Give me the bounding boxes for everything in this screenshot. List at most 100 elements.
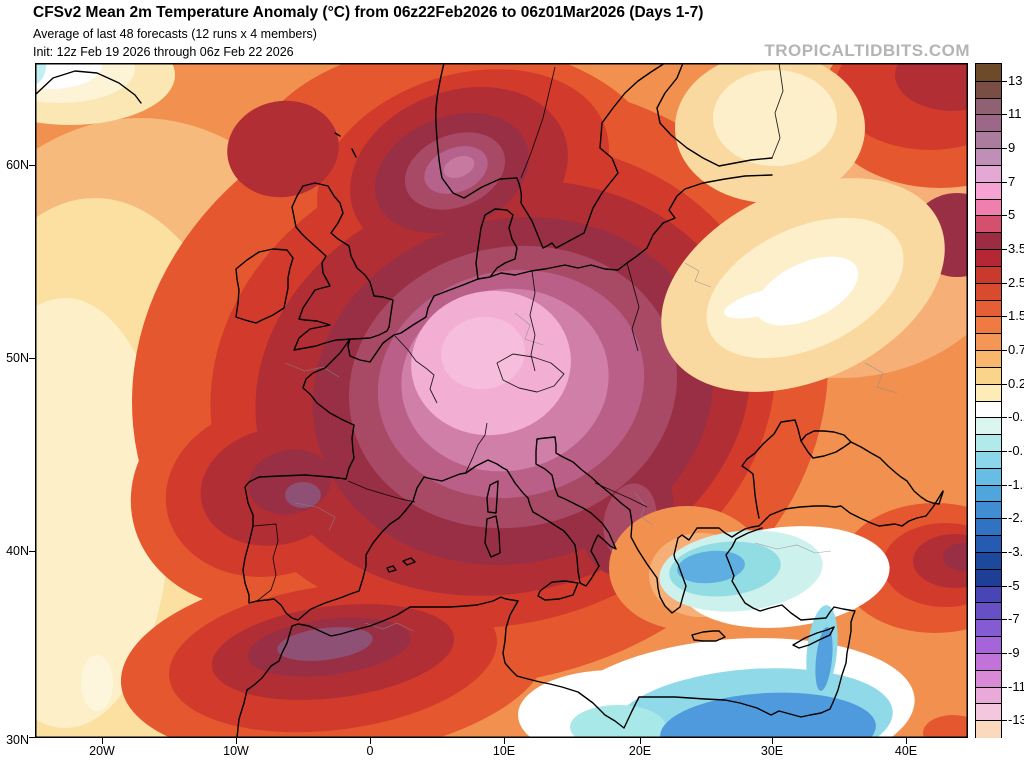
colorbar-cell <box>976 686 1001 705</box>
colorbar-cell <box>976 64 1001 82</box>
colorbar-tick <box>1002 686 1007 688</box>
colorbar-divider <box>976 535 1001 537</box>
lat-tick <box>29 737 35 738</box>
colorbar-label--11: -11 <box>1008 678 1024 694</box>
colorbar-label--1.5: -1.5 <box>1008 476 1024 492</box>
chart-subtitle: Average of last 48 forecasts (12 runs x … <box>33 27 317 41</box>
colorbar-label-3.5: 3.5 <box>1008 241 1024 257</box>
colorbar-divider <box>976 703 1001 705</box>
colorbar-divider <box>976 249 1001 251</box>
colorbar-divider <box>976 181 1001 183</box>
colorbar-divider <box>976 148 1001 150</box>
colorbar-cell <box>976 568 1001 587</box>
colorbar-divider <box>976 333 1001 335</box>
colorbar-label-11: 11 <box>1008 106 1022 122</box>
colorbar-cell <box>976 282 1001 301</box>
lon-label-20W: 20W <box>89 744 115 758</box>
colorbar-divider <box>976 198 1001 200</box>
colorbar-tick <box>1002 551 1007 553</box>
colorbar-cell <box>976 80 1001 99</box>
colorbar-tick <box>1002 585 1007 587</box>
turkey-cool-blob <box>659 526 890 628</box>
lon-tick <box>772 738 773 744</box>
colorbar-tick <box>1002 80 1007 82</box>
colorbar-label-2.5: 2.5 <box>1008 274 1024 290</box>
colorbar-cell <box>976 164 1001 183</box>
colorbar-label--3.5: -3.5 <box>1008 543 1024 559</box>
colorbar-cell <box>976 400 1001 419</box>
colorbar-tick <box>1002 720 1007 722</box>
colorbar-label--9: -9 <box>1008 644 1020 660</box>
lon-label-40E: 40E <box>894 744 918 758</box>
baltic-neutral-blob <box>661 63 945 392</box>
colorbar-tick <box>1002 450 1007 452</box>
colorbar-tick <box>1002 148 1007 150</box>
colorbar-cell <box>976 181 1001 200</box>
colorbar-divider <box>976 215 1001 217</box>
lon-tick <box>236 738 237 744</box>
colorbar-label--2.5: -2.5 <box>1008 510 1024 526</box>
colorbar-divider <box>976 232 1001 234</box>
colorbar-cell <box>976 602 1001 621</box>
colorbar-label-0.25: 0.25 <box>1008 375 1024 391</box>
colorbar-divider <box>976 299 1001 301</box>
map-border <box>35 63 968 738</box>
lon-tick <box>102 738 103 744</box>
colorbar-cell <box>976 215 1001 234</box>
colorbar-cell <box>976 467 1001 486</box>
colorbar-divider <box>976 551 1001 553</box>
colorbar-tick <box>1002 249 1007 251</box>
colorbar-cell <box>976 333 1001 351</box>
colorbar-label--7: -7 <box>1008 611 1020 627</box>
colorbar-cell <box>976 131 1001 150</box>
colorbar-tick <box>1002 114 1007 116</box>
coastlines <box>35 63 944 738</box>
colorbar-divider <box>976 568 1001 570</box>
lon-label-0: 0 <box>366 744 374 758</box>
colorbar-divider <box>976 366 1001 368</box>
colorbar-label-1.5: 1.5 <box>1008 308 1024 324</box>
lon-tick <box>906 738 907 744</box>
colorbar-divider <box>976 636 1001 638</box>
colorbar-cell <box>976 450 1001 469</box>
colorbar-cell <box>976 299 1001 318</box>
colorbar-cell <box>976 669 1001 688</box>
colorbar-label--0.25: -0.25 <box>1008 409 1024 425</box>
colorbar-divider <box>976 669 1001 671</box>
colorbar-cell <box>976 97 1001 116</box>
colorbar-divider <box>976 80 1001 82</box>
colorbar-tick <box>1002 484 1007 486</box>
colorbar-cell <box>976 501 1001 520</box>
colorbar-cell <box>976 249 1001 267</box>
colorbar-divider <box>976 265 1001 267</box>
colorbar-cell <box>976 366 1001 385</box>
temperature-colorbar: 13 11 9 7 5 3.5 2.5 1.5 0.75 0.25 -0.25 -0.75 -1.5 -2… <box>975 63 1024 741</box>
colorbar-divider <box>976 383 1001 385</box>
colorbar-cell <box>976 198 1001 217</box>
lon-tick <box>370 738 371 744</box>
lat-label-40N: 40N <box>6 544 29 558</box>
colorbar-cell <box>976 585 1001 604</box>
lat-label-50N: 50N <box>6 351 29 365</box>
colorbar-tick <box>1002 619 1007 621</box>
lon-label-10E: 10E <box>492 744 516 758</box>
colorbar-label-9: 9 <box>1008 140 1016 156</box>
colorbar-tick <box>1002 282 1007 284</box>
colorbar-cell <box>976 535 1001 553</box>
colorbar-cell <box>976 484 1001 503</box>
colorbar-cell <box>976 551 1001 570</box>
colorbar-cell <box>976 720 1001 738</box>
colorbar-divider <box>976 164 1001 166</box>
lon-tick <box>640 738 641 744</box>
colorbar-divider <box>976 417 1001 419</box>
colorbar-divider <box>976 434 1001 436</box>
colorbar-divider <box>976 467 1001 469</box>
chart-title: CFSv2 Mean 2m Temperature Anomaly (°C) f… <box>33 4 704 21</box>
colorbar-divider <box>976 282 1001 284</box>
colorbar-cell <box>976 652 1001 671</box>
lat-label-60N: 60N <box>6 158 29 172</box>
colorbar-divider <box>976 686 1001 688</box>
colorbar-cell <box>976 434 1001 452</box>
colorbar-divider <box>976 450 1001 452</box>
